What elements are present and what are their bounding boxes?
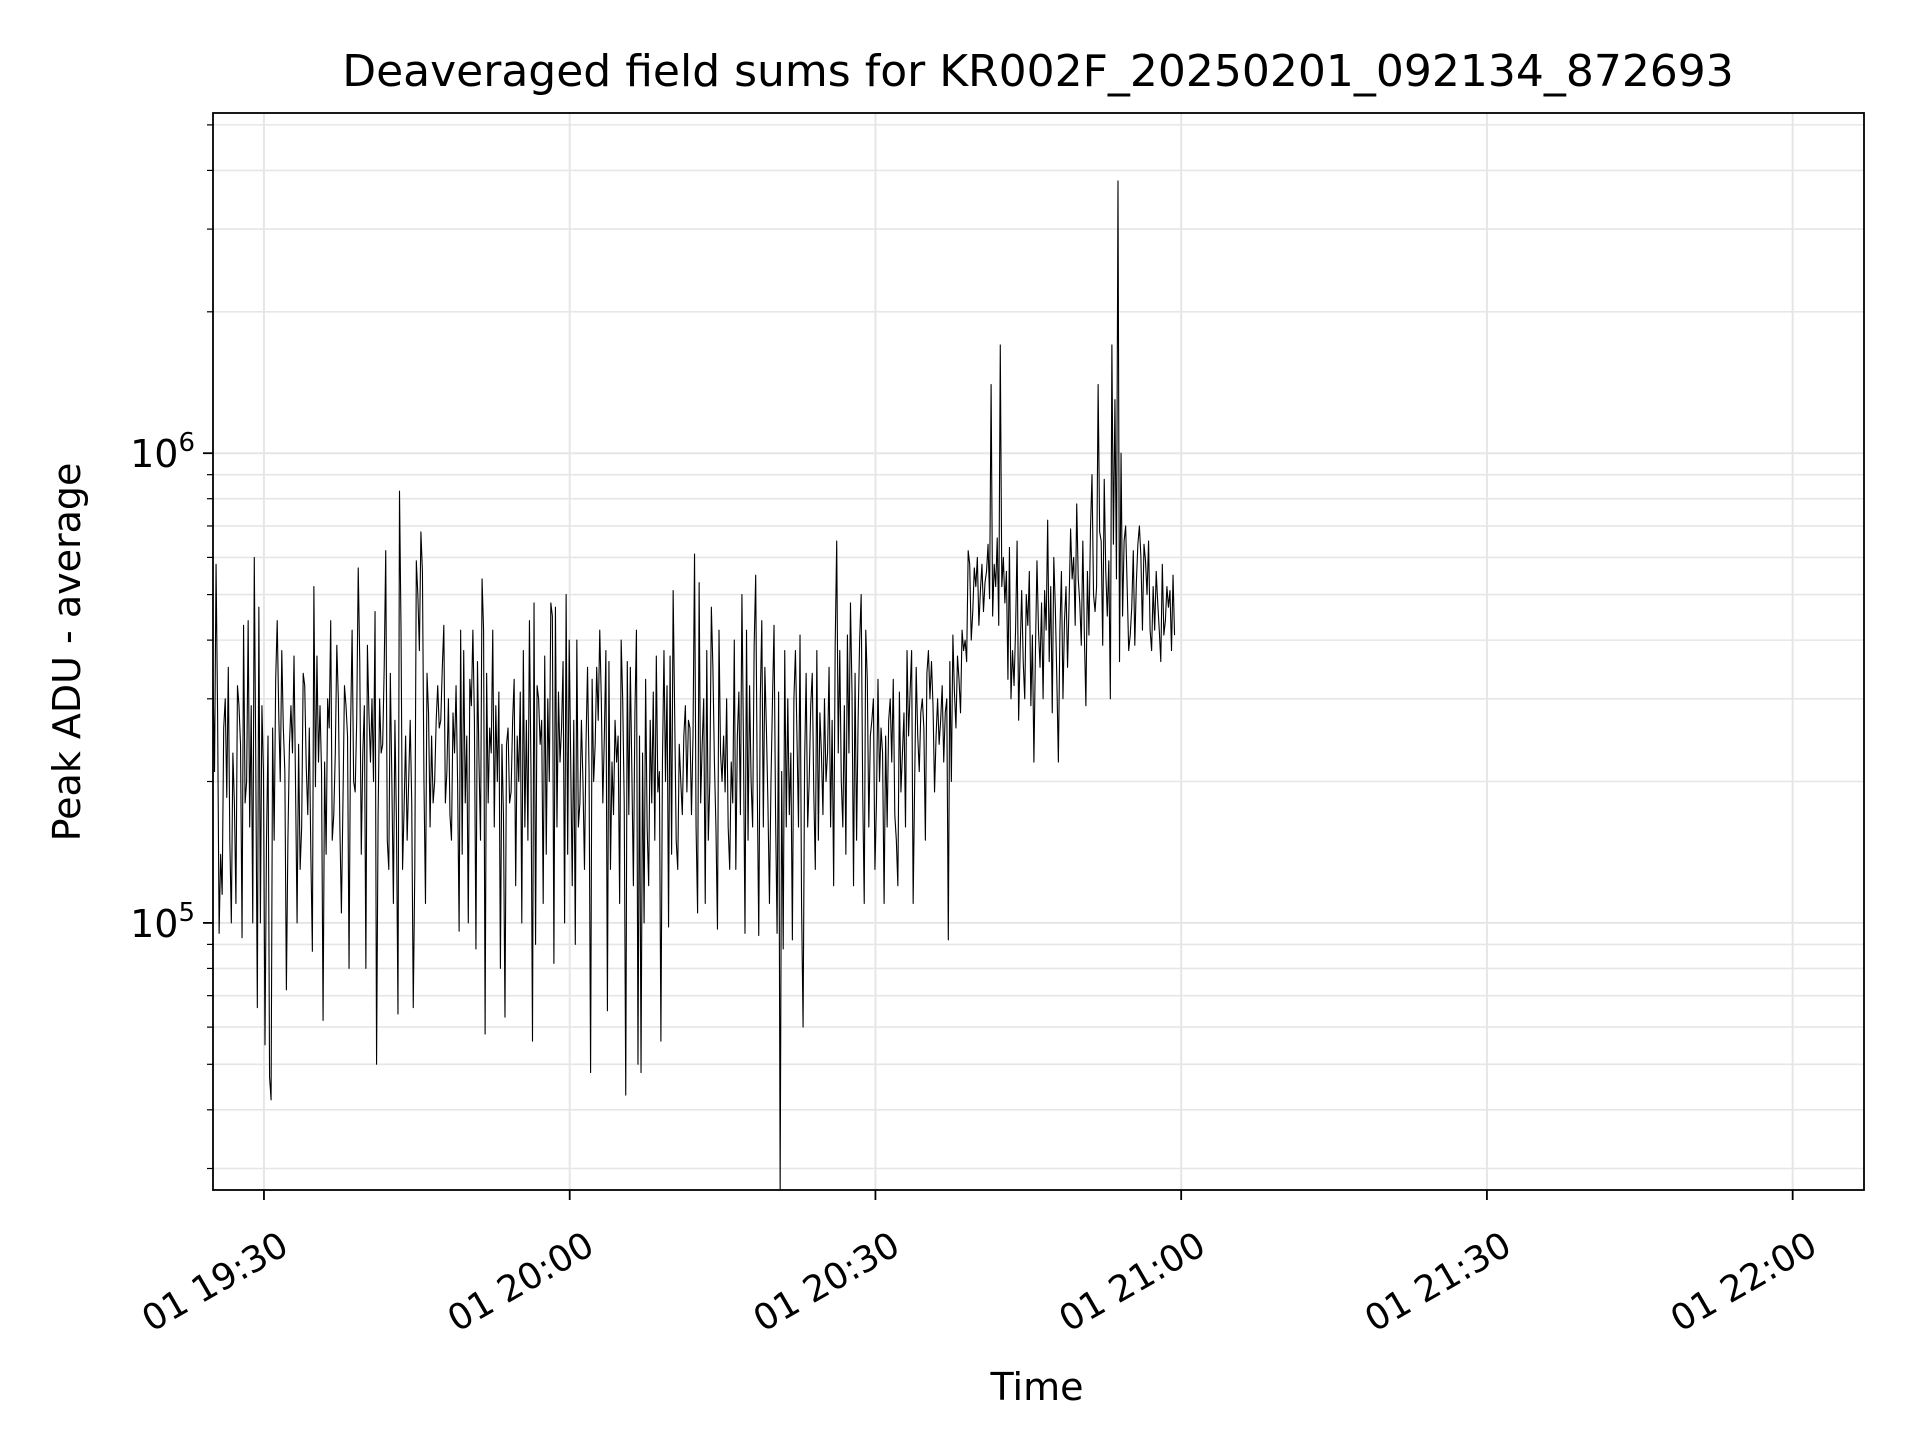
chart-title: Deaveraged field sums for KR002F_2025020… <box>342 46 1734 97</box>
grid-layer <box>213 113 1864 1190</box>
y-tick-label: 105 <box>130 898 195 946</box>
y-tick-label: 106 <box>130 428 195 476</box>
data-series-line <box>212 180 1176 1191</box>
plot-frame <box>212 112 1865 1191</box>
x-axis-label: Time <box>990 1365 1084 1409</box>
y-axis-ticks: 105 106 <box>130 124 213 1170</box>
y-axis-label: Peak ADU - average <box>45 463 89 842</box>
